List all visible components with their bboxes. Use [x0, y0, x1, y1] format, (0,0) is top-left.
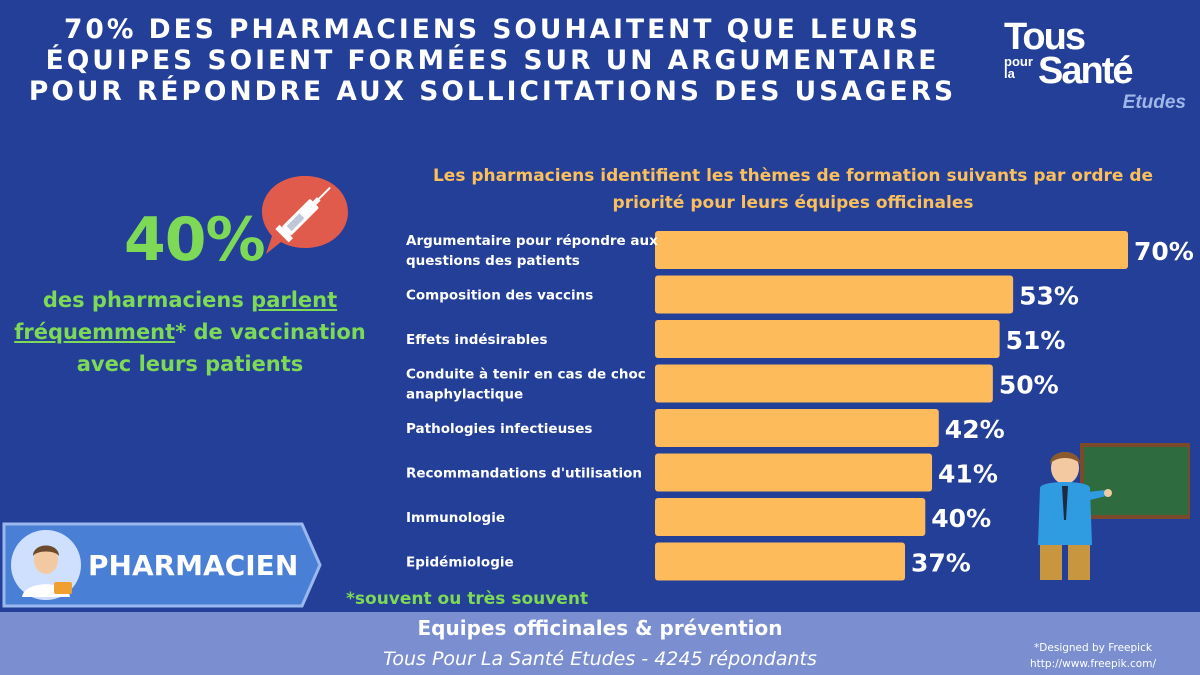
- bar-value-label: 70%: [1134, 237, 1194, 266]
- bar: [655, 320, 1000, 358]
- page-title: 70% DES PHARMACIENS SOUHAITENT QUE LEURS…: [15, 14, 970, 107]
- stat-text-after: * de vaccination avec leurs patients: [76, 320, 366, 376]
- bar-chart: 70% Argumentaire pour répondre aux questio…: [406, 231, 1194, 581]
- bar-value-label: 53%: [1019, 282, 1079, 311]
- category-label: Composition des vaccins: [406, 288, 593, 304]
- bar-value-label: 50%: [999, 371, 1059, 400]
- bar-value-label: 40%: [931, 504, 991, 533]
- bar: [655, 498, 926, 536]
- bar-value-label: 51%: [1006, 326, 1066, 355]
- bar-value-label: 41%: [938, 460, 998, 489]
- title-line: ÉQUIPES SOIENT FORMÉES SUR UN ARGUMENTAI…: [45, 45, 940, 76]
- design-credit: *Designed by Freepick http://www.freepik…: [1030, 640, 1156, 672]
- bar: [655, 275, 1014, 314]
- bar: [655, 409, 939, 447]
- bar: [655, 542, 906, 581]
- category-label: Immunologie: [406, 510, 505, 526]
- pharmacien-badge: [2, 522, 322, 608]
- category-label: Argumentaire pour répondre aux questions …: [406, 233, 658, 269]
- category-label: Effets indésirables: [406, 332, 547, 348]
- footer-subtitle: Tous Pour La Santé Etudes - 4245 réponda…: [383, 648, 817, 670]
- brand-logo: Tous pour la Santé Etudes: [1000, 16, 1190, 116]
- category-label: Epidémiologie: [406, 555, 514, 571]
- bar-value-label: 42%: [945, 415, 1005, 444]
- badge-label: PHARMACIEN: [88, 549, 299, 582]
- chart-title: Les pharmaciens identifient les thèmes d…: [432, 166, 1154, 213]
- logo-word-etudes: Etudes: [1122, 92, 1186, 113]
- category-label: Pathologies infectieuses: [406, 421, 592, 437]
- stat-description: des pharmaciens parlent fréquemment* de …: [10, 284, 370, 380]
- credit-url: http://www.freepik.com/: [1030, 658, 1156, 670]
- bar-value-label: 37%: [911, 549, 971, 578]
- category-label: Conduite à tenir en cas de choc anaphylac…: [406, 367, 646, 403]
- bar: [655, 364, 993, 403]
- title-line: POUR RÉPONDRE AUX SOLLICITATIONS DES USA…: [28, 76, 957, 107]
- category-label: Recommandations d'utilisation: [406, 466, 642, 482]
- logo-word-tous: Tous: [1004, 16, 1086, 58]
- bar: [655, 453, 933, 492]
- logo-word-la: la: [1004, 66, 1015, 81]
- credit-line: *Designed by Freepick: [1034, 642, 1152, 654]
- footer-title: Equipes officinales & prévention: [417, 616, 783, 640]
- logo-word-pour-la: pour la: [1004, 54, 1033, 81]
- footnote: *souvent ou très souvent: [346, 589, 589, 609]
- title-line: 70% DES PHARMACIENS SOUHAITENT QUE LEURS: [63, 14, 922, 45]
- stat-value: 40%: [124, 205, 266, 275]
- presenter-illustration-icon: [1038, 443, 1190, 580]
- syringe-bubble-icon: [262, 176, 348, 254]
- bar: [655, 231, 1128, 269]
- footer-band: [0, 612, 1200, 675]
- logo-word-sante: Santé: [1038, 50, 1133, 92]
- stat-text-before: des pharmaciens: [42, 288, 252, 312]
- stat-text-underlined: parlent fréquemment: [14, 288, 338, 344]
- logo-word-pour: pour: [1004, 54, 1033, 69]
